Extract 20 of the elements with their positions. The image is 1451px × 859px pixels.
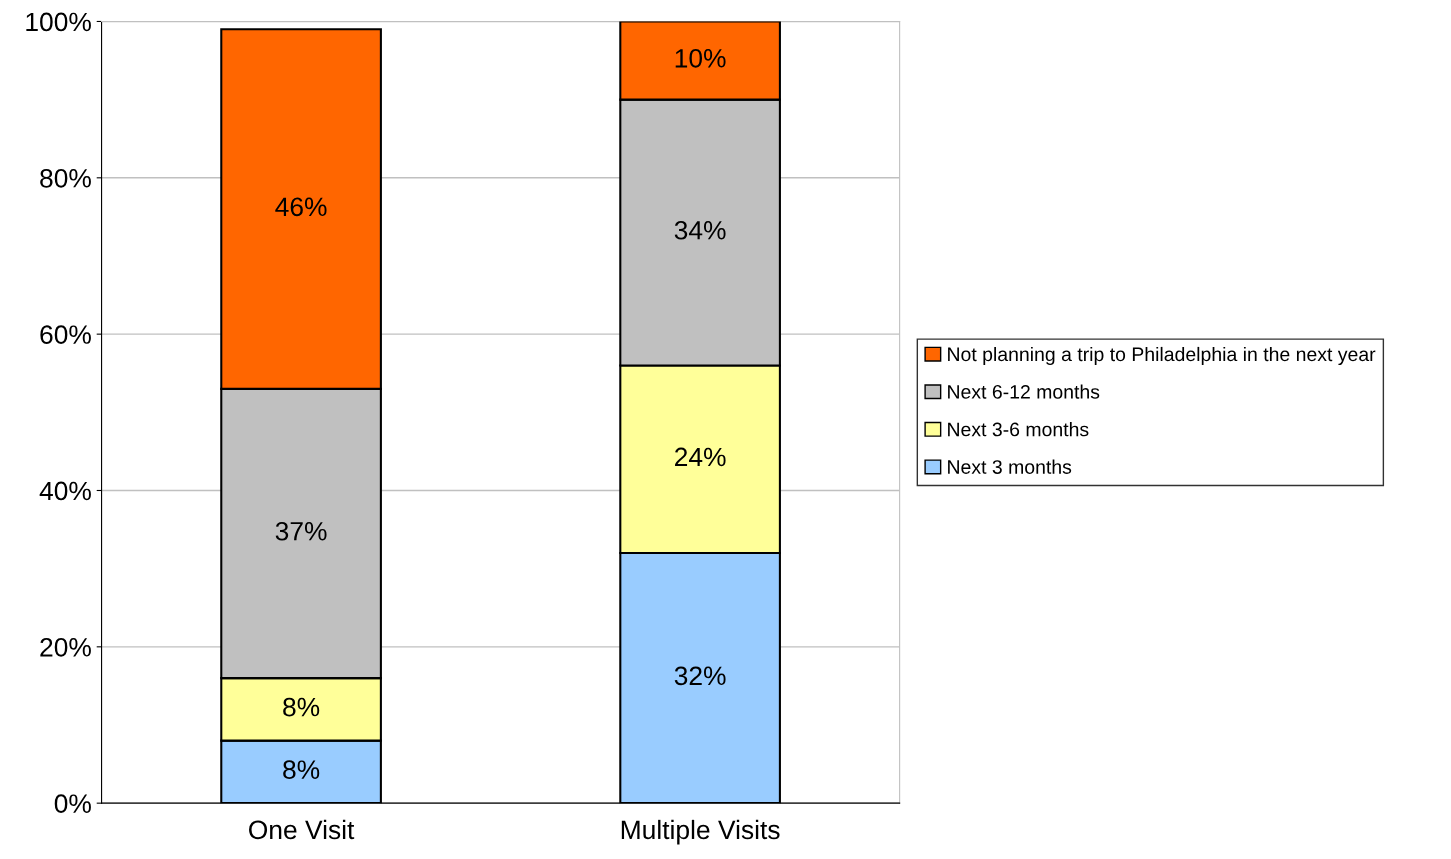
- data-label: 46%: [275, 197, 327, 217]
- x-tick-label: One Visit: [249, 819, 355, 840]
- x-tick-label: Multiple Visits: [621, 819, 780, 845]
- legend-label: Next 6-12 months: [948, 384, 1100, 399]
- data-label: 32%: [674, 666, 726, 686]
- data-label: 10%: [675, 48, 726, 68]
- data-label: 34%: [674, 220, 726, 240]
- data-label: 8%: [283, 760, 320, 779]
- data-label: 8%: [283, 697, 320, 717]
- y-tick-label: 80%: [40, 168, 91, 188]
- data-label: 37%: [275, 521, 327, 541]
- y-tick-label: 0%: [54, 794, 91, 813]
- data-label: 24%: [675, 447, 726, 467]
- y-tick-label: 60%: [40, 325, 91, 344]
- y-tick-label: 40%: [39, 481, 91, 501]
- legend-label: Next 3-6 months: [948, 422, 1089, 437]
- y-tick-label: 20%: [40, 637, 91, 657]
- legend-label: Not planning a trip to Philadelphia in the next year: [948, 346, 1376, 366]
- legend-label: Next 3 months: [948, 459, 1072, 474]
- y-tick-label: 100%: [26, 12, 91, 32]
